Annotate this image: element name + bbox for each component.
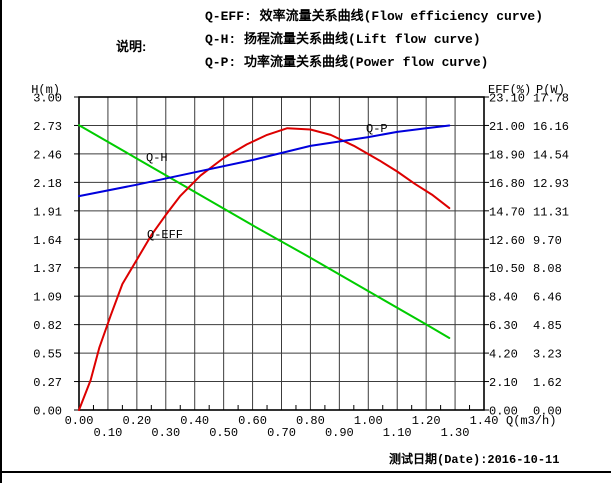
p-tick-label: 12.93 bbox=[533, 177, 569, 191]
q-tick-label: 1.20 bbox=[412, 414, 441, 428]
h-tick-label: 0.27 bbox=[33, 376, 62, 390]
eff-tick-label: 4.20 bbox=[489, 348, 518, 362]
h-tick-label: 1.64 bbox=[33, 234, 62, 248]
q-tick-label: 1.10 bbox=[383, 426, 412, 440]
p-tick-label: 0.00 bbox=[533, 405, 562, 419]
q-tick-label: 0.60 bbox=[238, 414, 267, 428]
legend-title: 说明: bbox=[116, 39, 147, 54]
eff-tick-label: 16.80 bbox=[489, 177, 525, 191]
eff-tick-label: 2.10 bbox=[489, 376, 518, 390]
p-tick-label: 11.31 bbox=[533, 205, 569, 219]
p-axis-title: P(W) bbox=[536, 83, 565, 97]
q-p-curve bbox=[78, 124, 451, 198]
q-tick-label: 0.40 bbox=[180, 414, 209, 428]
h-tick-label: 2.18 bbox=[33, 177, 62, 191]
q-tick-label: 0.80 bbox=[296, 414, 325, 428]
p-tick-label: 8.08 bbox=[533, 262, 562, 276]
eff-tick-label: 10.50 bbox=[489, 262, 525, 276]
h-tick-label: 2.73 bbox=[33, 120, 62, 134]
curve-legend: Q-EFF: 效率流量关系曲线(Flow efficiency curve) Q… bbox=[205, 5, 543, 74]
p-tick-label: 9.70 bbox=[533, 234, 562, 248]
eff-tick-label: 8.40 bbox=[489, 291, 518, 305]
curve-label-q-eff: Q-EFF bbox=[147, 228, 183, 242]
legend-line-q-eff: Q-EFF: 效率流量关系曲线(Flow efficiency curve) bbox=[205, 9, 544, 24]
h-tick-label: 1.91 bbox=[33, 205, 62, 219]
q-tick-label: 1.00 bbox=[354, 414, 383, 428]
eff-tick-label: 0.00 bbox=[489, 405, 518, 419]
p-tick-label: 4.85 bbox=[533, 319, 562, 333]
h-tick-label: 3.00 bbox=[33, 92, 62, 106]
q-tick-label: 0.50 bbox=[209, 426, 238, 440]
q-eff-curve bbox=[78, 127, 451, 411]
p-tick-label: 16.16 bbox=[533, 120, 569, 134]
p-tick-label: 14.54 bbox=[533, 148, 569, 162]
h-tick-label: 0.00 bbox=[33, 405, 62, 419]
p-tick-label: 6.46 bbox=[533, 291, 562, 305]
plot-border bbox=[78, 96, 485, 411]
q-tick-label: 0.10 bbox=[94, 426, 123, 440]
curve-label-q-h: Q-H bbox=[146, 151, 168, 165]
eff-tick-label: 14.70 bbox=[489, 205, 525, 219]
eff-axis-title: EFF(%) bbox=[488, 83, 531, 97]
q-tick-label: 0.30 bbox=[151, 426, 180, 440]
curve-label-q-p: Q-P bbox=[366, 122, 388, 136]
p-tick-label: 3.23 bbox=[533, 348, 562, 362]
p-tick-label: 1.62 bbox=[533, 376, 562, 390]
h-tick-label: 0.82 bbox=[33, 319, 62, 333]
test-date: 测试日期(Date):2016-10-11 bbox=[389, 453, 560, 467]
h-axis-title: H(m) bbox=[31, 83, 60, 97]
p-tick-label: 17.78 bbox=[533, 92, 569, 106]
eff-tick-label: 6.30 bbox=[489, 319, 518, 333]
q-tick-label: 1.30 bbox=[441, 426, 470, 440]
h-tick-label: 2.46 bbox=[33, 148, 62, 162]
bottom-border-rule bbox=[0, 471, 611, 473]
legend-line-q-h: Q-H: 扬程流量关系曲线(Lift flow curve) bbox=[205, 32, 481, 47]
h-tick-label: 1.37 bbox=[33, 262, 62, 276]
legend-line-q-p: Q-P: 功率流量关系曲线(Power flow curve) bbox=[205, 55, 489, 70]
eff-tick-label: 23.10 bbox=[489, 92, 525, 106]
q-axis-title: Q(m3/h) bbox=[506, 414, 556, 428]
x-minor-ticks bbox=[92, 405, 471, 410]
q-h-curve bbox=[78, 124, 451, 339]
q-tick-label: 0.20 bbox=[122, 414, 151, 428]
eff-tick-label: 21.00 bbox=[489, 120, 525, 134]
q-tick-label: 0.70 bbox=[267, 426, 296, 440]
left-border-rule bbox=[0, 0, 2, 483]
eff-tick-label: 12.60 bbox=[489, 234, 525, 248]
q-tick-label: 0.90 bbox=[325, 426, 354, 440]
eff-tick-label: 18.90 bbox=[489, 148, 525, 162]
h-tick-label: 0.55 bbox=[33, 348, 62, 362]
q-tick-label: 1.40 bbox=[470, 414, 499, 428]
q-tick-label: 0.00 bbox=[65, 414, 94, 428]
h-tick-label: 1.09 bbox=[33, 291, 62, 305]
